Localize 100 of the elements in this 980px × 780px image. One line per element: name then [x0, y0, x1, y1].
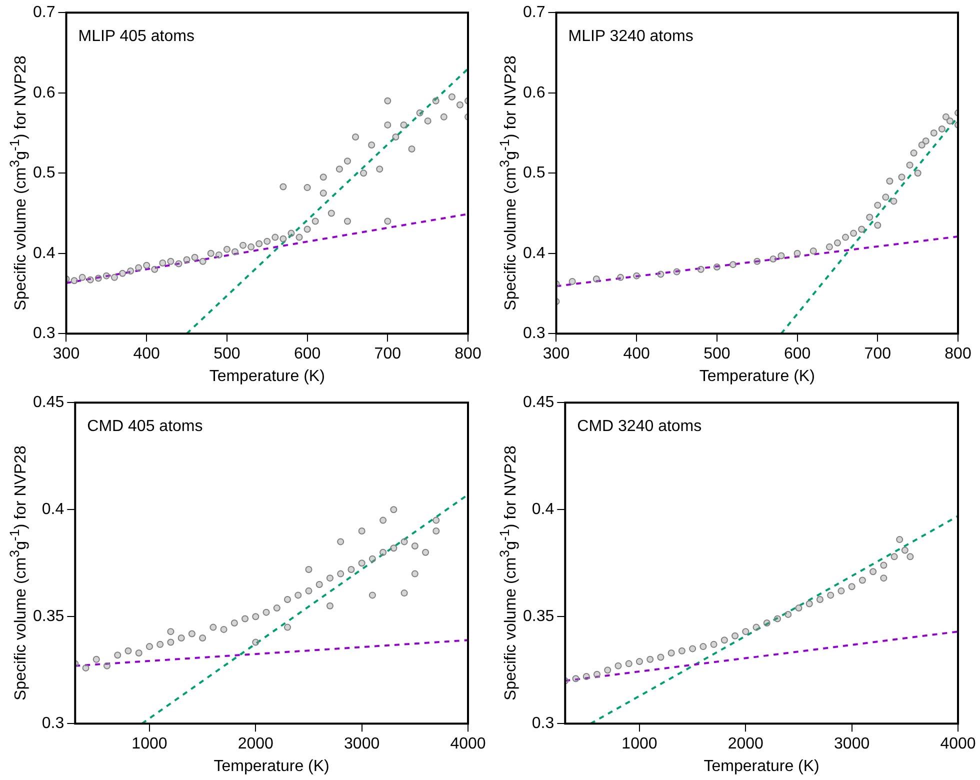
x-tick-label: 300	[542, 346, 570, 363]
point	[826, 243, 833, 250]
point	[668, 649, 675, 656]
point	[304, 226, 311, 233]
point	[273, 604, 280, 612]
point	[296, 234, 303, 241]
point	[86, 276, 94, 284]
point	[167, 258, 174, 265]
point	[252, 638, 260, 646]
y-tick-label: 0.4	[522, 244, 546, 262]
point	[938, 125, 946, 132]
point	[358, 528, 366, 534]
point	[242, 615, 249, 622]
point	[422, 548, 430, 556]
y-tick-label: 0.4	[32, 244, 56, 262]
point	[183, 256, 190, 264]
y-tick-label: 0.3	[522, 325, 546, 342]
point	[114, 652, 122, 659]
point	[633, 272, 640, 280]
point	[127, 268, 134, 275]
point	[880, 574, 888, 582]
point	[110, 274, 118, 281]
point	[344, 218, 351, 225]
point	[380, 548, 387, 556]
point	[284, 596, 291, 603]
point	[199, 634, 206, 642]
y-tick-label: 0.5	[522, 164, 546, 182]
point	[732, 632, 739, 640]
point	[456, 101, 464, 108]
point	[248, 243, 255, 250]
point	[866, 214, 874, 221]
annotation: CMD 405 atoms	[87, 418, 203, 436]
y-tick-label: 0.35	[33, 608, 64, 626]
point	[230, 620, 238, 627]
point	[376, 166, 384, 173]
point	[280, 235, 287, 242]
point	[657, 654, 664, 661]
point	[922, 138, 930, 144]
point	[784, 610, 792, 618]
point	[858, 576, 866, 584]
point	[795, 604, 802, 612]
point	[390, 506, 398, 514]
point	[82, 664, 90, 672]
point	[167, 638, 174, 646]
point	[392, 133, 400, 140]
y-tick-label: 0.7	[522, 4, 546, 22]
point	[906, 553, 914, 560]
point	[806, 600, 813, 608]
point	[384, 97, 392, 104]
point	[440, 113, 448, 120]
point	[220, 626, 228, 633]
point	[207, 250, 214, 257]
point	[256, 240, 263, 248]
point	[730, 261, 737, 268]
point	[400, 121, 408, 128]
x-tick-label: 4000	[450, 736, 486, 753]
point	[946, 117, 954, 124]
point	[143, 262, 150, 269]
point	[384, 218, 392, 225]
x-tick-label: 2000	[238, 736, 274, 753]
point	[778, 252, 785, 260]
y-tick-label: 0.6	[522, 84, 546, 102]
point	[92, 656, 100, 663]
point	[810, 247, 817, 254]
x-axis-title: Temperature (K)	[704, 758, 820, 775]
point	[280, 183, 287, 190]
point	[636, 658, 643, 666]
point	[78, 274, 86, 281]
point	[898, 174, 906, 181]
point	[411, 542, 418, 550]
point	[874, 222, 882, 229]
y-tick-label: 0.5	[32, 164, 56, 182]
point	[102, 272, 110, 280]
point	[380, 516, 387, 524]
point	[264, 238, 271, 245]
point	[199, 258, 206, 265]
x-tick-label: 3000	[344, 736, 380, 753]
y-tick-label: 0.6	[32, 84, 56, 102]
point	[700, 643, 707, 650]
point	[124, 647, 132, 654]
point	[416, 109, 424, 116]
point	[210, 624, 217, 631]
point	[215, 251, 222, 258]
point	[231, 248, 238, 256]
y-tick-label: 0.4	[42, 501, 64, 518]
point	[337, 538, 344, 546]
point	[135, 649, 142, 656]
point	[880, 562, 888, 569]
point	[223, 246, 230, 253]
y-tick-label: 0.3	[42, 715, 64, 732]
point	[305, 566, 312, 574]
point	[337, 570, 344, 578]
point	[384, 121, 392, 128]
point	[901, 546, 908, 554]
point	[432, 528, 440, 534]
point	[240, 242, 247, 249]
point	[178, 634, 185, 642]
point	[625, 660, 632, 668]
point	[348, 566, 355, 574]
point	[103, 662, 110, 670]
